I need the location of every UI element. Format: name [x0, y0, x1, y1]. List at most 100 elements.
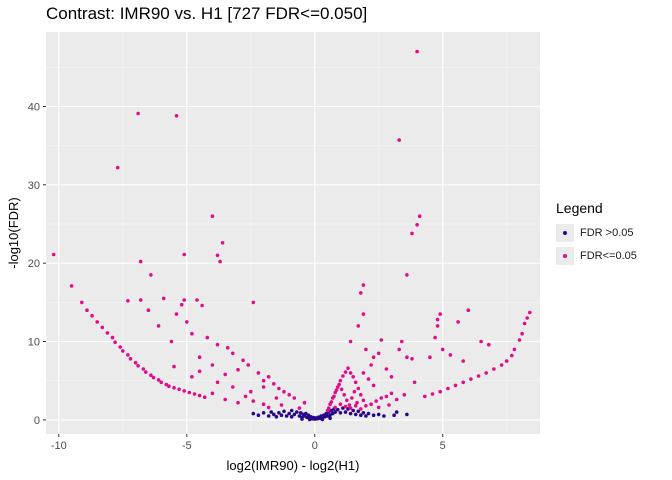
point-fdr-le	[190, 375, 194, 379]
point-fdr-gt	[394, 410, 399, 414]
point-fdr-le	[192, 392, 197, 396]
point-fdr-le	[430, 392, 435, 396]
point-fdr-le	[121, 349, 125, 353]
point-fdr-gt	[329, 408, 334, 413]
point-fdr-le	[169, 339, 174, 344]
point-fdr-le	[338, 378, 343, 383]
point-fdr-le	[512, 347, 517, 352]
point-fdr-le	[156, 324, 161, 328]
point-fdr-le	[410, 357, 414, 361]
point-fdr-gt	[348, 411, 353, 416]
point-fdr-le	[415, 223, 419, 227]
x-tick-label: -10	[51, 440, 67, 452]
point-fdr-le	[374, 399, 379, 403]
point-fdr-le	[376, 351, 381, 356]
point-fdr-le	[379, 338, 384, 342]
point-fdr-gt	[382, 414, 386, 418]
point-fdr-le	[151, 375, 156, 380]
point-fdr-le	[182, 252, 186, 257]
point-fdr-le	[218, 259, 222, 264]
point-fdr-le	[405, 273, 409, 277]
point-fdr-le	[261, 385, 266, 389]
point-fdr-gt	[338, 411, 343, 415]
legend-key	[556, 246, 574, 265]
point-fdr-le	[461, 359, 466, 363]
point-fdr-le	[361, 283, 366, 287]
point-fdr-le	[197, 393, 202, 398]
point-fdr-le	[517, 338, 522, 342]
point-fdr-le	[118, 345, 122, 349]
legend-label-fdr-le: FDR<=0.05	[580, 249, 637, 262]
point-fdr-le	[348, 406, 353, 410]
point-fdr-gt	[341, 406, 345, 410]
point-fdr-le	[149, 373, 153, 378]
point-fdr-le	[287, 393, 292, 397]
point-fdr-le	[364, 404, 368, 408]
point-fdr-gt	[279, 413, 284, 418]
point-fdr-le	[355, 400, 359, 405]
point-fdr-le	[353, 404, 358, 408]
point-fdr-gt	[328, 413, 332, 418]
point-fdr-gt	[405, 412, 409, 417]
point-fdr-le	[400, 339, 404, 344]
legend: Legend FDR >0.05 FDR<=0.05	[556, 200, 666, 267]
point-fdr-gt	[304, 411, 308, 416]
point-fdr-le	[195, 298, 199, 302]
point-fdr-le	[435, 324, 440, 328]
point-fdr-le	[389, 375, 394, 379]
point-fdr-le	[397, 347, 402, 352]
point-fdr-le	[387, 403, 391, 407]
point-fdr-le	[484, 371, 489, 375]
point-fdr-le	[397, 138, 402, 142]
point-fdr-le	[113, 340, 117, 345]
point-fdr-le	[371, 383, 376, 388]
point-fdr-le	[302, 400, 307, 405]
point-fdr-gt	[272, 412, 276, 417]
point-fdr-le	[105, 331, 110, 335]
point-fdr-le	[333, 405, 338, 410]
point-fdr-le	[353, 380, 358, 385]
point-fdr-gt	[353, 412, 358, 417]
y-tick-label: 40	[28, 101, 40, 113]
point-fdr-le	[394, 397, 399, 402]
point-fdr-le	[241, 358, 245, 363]
point-fdr-le	[231, 351, 235, 356]
point-fdr-le	[492, 367, 496, 371]
point-fdr-le	[446, 386, 450, 391]
point-fdr-le	[161, 296, 166, 301]
point-fdr-le	[210, 363, 215, 367]
point-fdr-le	[251, 300, 256, 305]
point-fdr-le	[85, 308, 89, 313]
y-axis-label: -log10(FDR)	[6, 197, 21, 269]
point-fdr-le	[133, 360, 138, 365]
point-fdr-le	[440, 347, 445, 352]
point-fdr-le	[136, 111, 140, 116]
point-fdr-le	[197, 355, 202, 360]
point-fdr-le	[337, 382, 341, 387]
point-fdr-le	[479, 339, 483, 344]
point-fdr-le	[251, 399, 256, 403]
point-fdr-gt	[376, 412, 381, 417]
point-fdr-le	[359, 407, 363, 411]
point-fdr-le	[174, 114, 179, 118]
point-fdr-gt	[295, 410, 299, 414]
point-fdr-le	[510, 353, 514, 358]
point-fdr-le	[266, 375, 271, 379]
point-fdr-le	[327, 406, 331, 410]
point-fdr-le	[520, 331, 524, 336]
point-fdr-le	[231, 385, 235, 389]
point-fdr-gt	[292, 412, 297, 417]
point-fdr-le	[80, 300, 84, 305]
point-fdr-gt	[266, 414, 271, 418]
point-fdr-le	[297, 406, 302, 410]
point-fdr-gt	[274, 415, 279, 419]
point-fdr-le	[339, 387, 344, 392]
point-fdr-le	[329, 400, 334, 404]
point-fdr-gt	[287, 411, 292, 416]
point-fdr-le	[469, 377, 473, 381]
point-fdr-gt	[356, 409, 361, 414]
point-fdr-le	[225, 346, 230, 350]
point-fdr-gt	[328, 416, 332, 421]
point-fdr-le	[371, 355, 376, 360]
point-fdr-le	[342, 393, 347, 397]
